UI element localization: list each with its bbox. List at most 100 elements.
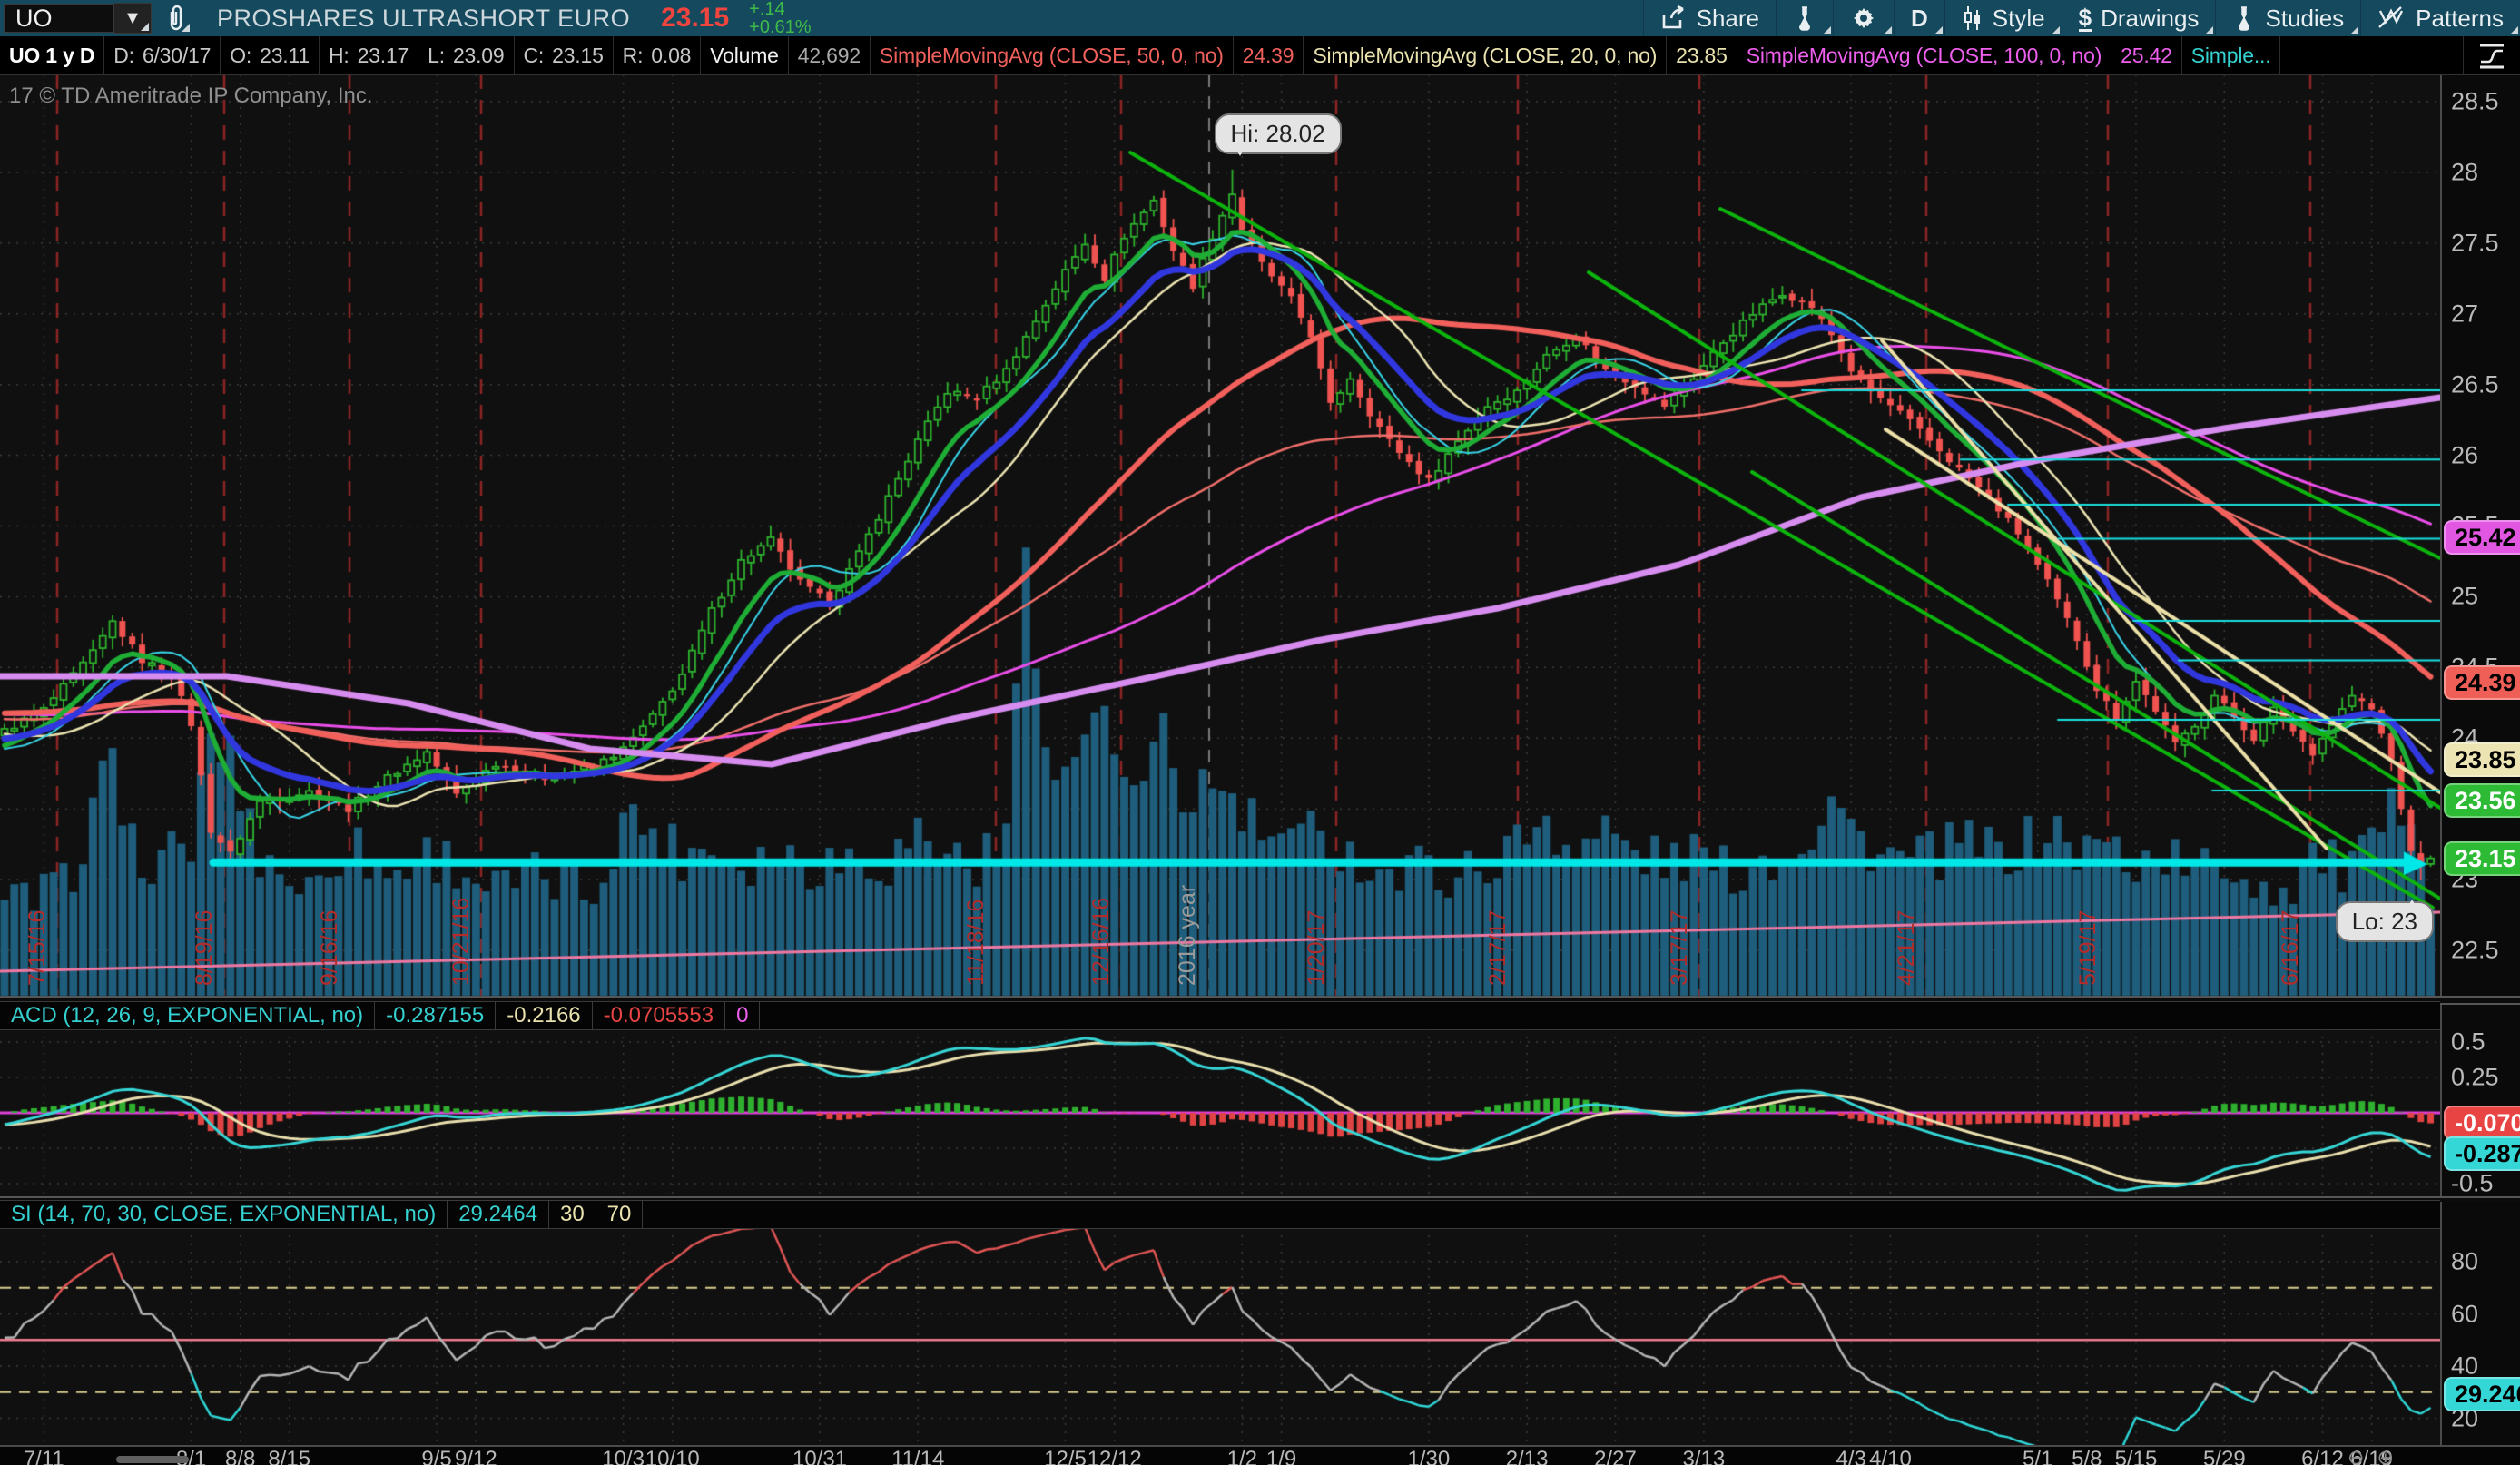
macd-value-badge: -0.2871 xyxy=(2444,1136,2520,1171)
macd-study-header[interactable]: ACD (12, 26, 9, EXPONENTIAL, no) xyxy=(0,1002,376,1029)
time-axis-label: 5/1 xyxy=(2023,1447,2053,1465)
macd-diff-badge: -0.0705 xyxy=(2444,1105,2520,1140)
time-axis-label: 10/10 xyxy=(645,1447,700,1465)
macd-value: -0.287155 xyxy=(375,1002,497,1029)
low-annotation-bubble: Lo: 23 xyxy=(2337,900,2433,941)
time-axis-label: 3/13 xyxy=(1682,1447,1726,1465)
symbol-dropdown-button[interactable]: ▼ xyxy=(114,3,152,34)
sma20-study-header[interactable]: SimpleMovingAvg (CLOSE, 20, 0, no) xyxy=(1304,36,1668,74)
zoom-controls: ⊖ ⊕ xyxy=(2348,1446,2394,1465)
aggregation-label: D xyxy=(1911,4,1928,32)
high-annotation-bubble: Hi: 28.02 xyxy=(1216,114,1340,156)
change-percent: +0.61% xyxy=(749,17,812,37)
patterns-button[interactable]: Patterns xyxy=(2360,0,2520,36)
macd-axis-label: -0.5 xyxy=(2451,1169,2494,1197)
time-axis-label: 7/11 xyxy=(23,1447,64,1465)
price-axis-label: 27.5 xyxy=(2451,229,2499,257)
detach-chart-button[interactable] xyxy=(2463,36,2520,74)
panel-separator[interactable] xyxy=(0,1196,2520,1202)
drawings-button[interactable]: $ Drawings xyxy=(2061,0,2216,36)
symbol-period: UO 1 y D xyxy=(0,36,105,74)
symbol-input[interactable]: UO xyxy=(4,4,114,33)
link-channel-button[interactable] xyxy=(161,3,192,34)
zoom-in-icon[interactable]: ⊕ xyxy=(2377,1446,2394,1465)
company-name: PROSHARES ULTRASHORT EURO xyxy=(217,4,631,32)
horizontal-scrollbar-thumb[interactable] xyxy=(116,1456,189,1463)
time-axis-label: 10/3 xyxy=(602,1447,645,1465)
volume-value-cell: 42,692 xyxy=(789,36,871,74)
zoom-out-icon[interactable]: ⊖ xyxy=(2348,1446,2365,1465)
rsi-study-strip: SI (14, 70, 30, CLOSE, EXPONENTIAL, no) … xyxy=(0,1200,2440,1229)
rsi-study-header[interactable]: SI (14, 70, 30, CLOSE, EXPONENTIAL, no) xyxy=(0,1201,448,1228)
candlestick-style-icon xyxy=(1964,6,1980,30)
expiration-date-label: 6/16/17 xyxy=(2278,909,2303,986)
sma100-study-value: 25.42 xyxy=(2111,36,2182,74)
price-axis-label: 26.5 xyxy=(2451,370,2499,398)
chart-data-row: UO 1 y D D: 6/30/17 O: 23.11 H: 23.17 L: 23.… xyxy=(0,36,2520,75)
price-axis-label: 25 xyxy=(2451,582,2479,610)
macd-zero-value: 0 xyxy=(725,1002,761,1029)
sma100-study-header[interactable]: SimpleMovingAvg (CLOSE, 100, 0, no) xyxy=(1737,36,2112,74)
time-axis-label: 12/5 xyxy=(1044,1447,1087,1465)
time-axis-label: 10/31 xyxy=(792,1447,848,1465)
sma50-price-badge: 24.39 xyxy=(2444,665,2520,701)
line-chart-icon xyxy=(2480,44,2504,69)
last-price: 23.15 xyxy=(661,3,730,33)
price-axis-label: 26 xyxy=(2451,441,2479,469)
sma50-study-header[interactable]: SimpleMovingAvg (CLOSE, 50, 0, no) xyxy=(871,36,1234,74)
time-axis-label: 6/19 xyxy=(2350,1447,2393,1465)
patterns-icon xyxy=(2378,6,2404,28)
time-axis-label: 2/27 xyxy=(1594,1447,1637,1465)
expiration-date-label: 2/17/17 xyxy=(1485,909,1511,986)
paperclip-icon xyxy=(170,5,182,31)
price-axis-label: 28.5 xyxy=(2451,87,2499,115)
price-axis-label: 28 xyxy=(2451,158,2479,186)
price-change: +.14 +0.61% xyxy=(749,0,811,36)
time-axis-label: 1/30 xyxy=(1407,1447,1451,1465)
time-axis-label: 8/15 xyxy=(268,1447,311,1465)
expiration-date-label: 4/21/17 xyxy=(1894,909,1919,986)
style-button[interactable]: Style xyxy=(1944,0,2062,36)
toolbar-buttons: Share D Style $ Drawings Studies xyxy=(1642,0,2520,36)
gear-icon xyxy=(1854,8,1874,28)
expiration-date-label: 11/18/16 xyxy=(963,899,989,986)
date-cell: D: 6/30/17 xyxy=(104,36,221,74)
expiration-date-label: 12/16/16 xyxy=(1088,897,1114,986)
sma20-study-value: 23.85 xyxy=(1667,36,1737,74)
high-cell: H: 23.17 xyxy=(320,36,419,74)
drawings-button-label: Drawings xyxy=(2101,4,2200,32)
time-axis-label: 9/5 xyxy=(421,1447,452,1465)
open-cell: O: 23.11 xyxy=(221,36,320,74)
green-ma-price-badge: 23.56 xyxy=(2444,782,2520,818)
quick-study-button[interactable] xyxy=(1776,0,1833,36)
share-button-label: Share xyxy=(1696,4,1759,32)
time-axis-label: 1/9 xyxy=(1265,1447,1297,1465)
time-axis-label: 4/3 xyxy=(1836,1447,1866,1465)
share-button[interactable]: Share xyxy=(1642,0,1776,36)
aggregation-button[interactable]: D xyxy=(1894,0,1944,36)
price-axis-label: 27 xyxy=(2451,300,2479,328)
time-axis-label: 12/12 xyxy=(1087,1447,1142,1465)
rsi-axis-label: 60 xyxy=(2451,1300,2479,1327)
sma50-study-value: 24.39 xyxy=(1234,36,1304,74)
expiration-date-label: 9/16/16 xyxy=(317,909,342,986)
settings-button[interactable] xyxy=(1833,0,1894,36)
rsi-value: 29.2464 xyxy=(448,1201,549,1228)
rsi-oversold-value: 30 xyxy=(549,1201,596,1228)
price-axis-label: 22.5 xyxy=(2451,936,2499,964)
rsi-axis-label: 80 xyxy=(2451,1247,2479,1275)
studies-button[interactable]: Studies xyxy=(2215,0,2360,36)
patterns-button-label: Patterns xyxy=(2416,4,2504,32)
low-cell: L: 23.09 xyxy=(418,36,515,74)
year-separator-label: 2016 year xyxy=(1175,884,1200,986)
sma-more-study-header[interactable]: Simple... xyxy=(2182,36,2281,74)
expiration-date-label: 1/20/17 xyxy=(1304,909,1329,986)
time-axis-label: 5/15 xyxy=(2114,1447,2158,1465)
time-axis-label: 11/14 xyxy=(891,1447,945,1465)
time-axis-label: 9/12 xyxy=(455,1447,497,1465)
macd-avg-value: -0.2166 xyxy=(496,1002,593,1029)
close-cell: C: 23.15 xyxy=(515,36,614,74)
macd-study-strip: ACD (12, 26, 9, EXPONENTIAL, no) -0.2871… xyxy=(0,1001,2440,1030)
change-amount: +.14 xyxy=(749,0,785,19)
